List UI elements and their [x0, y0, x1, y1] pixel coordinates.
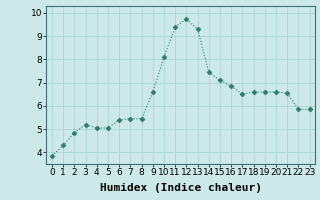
X-axis label: Humidex (Indice chaleur): Humidex (Indice chaleur)	[100, 183, 262, 193]
